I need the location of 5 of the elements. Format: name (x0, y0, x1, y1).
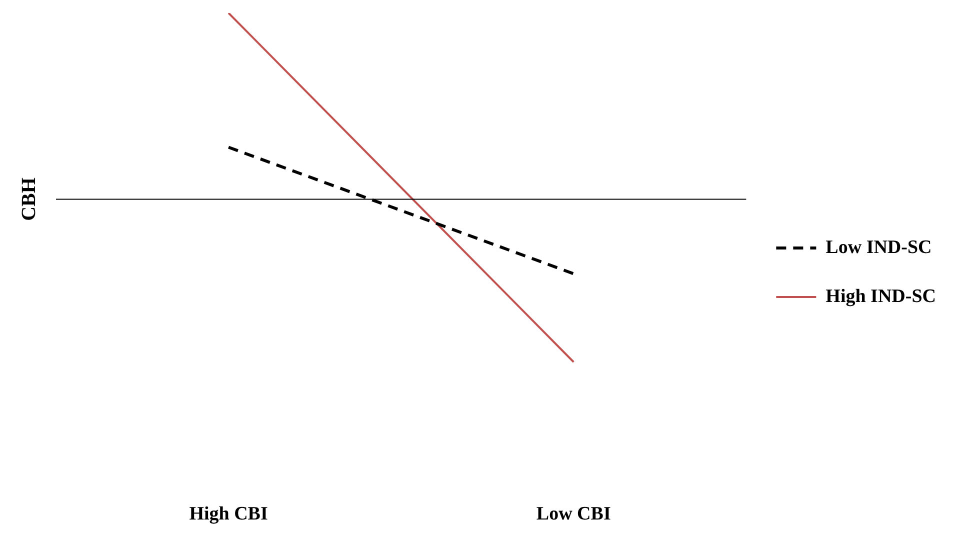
legend-label: High IND-SC (826, 286, 936, 307)
x-tick-label: High CBI (189, 504, 268, 525)
y-axis-title: CBH (18, 177, 40, 221)
x-tick-label: Low CBI (536, 504, 611, 525)
legend-label: Low IND-SC (826, 236, 932, 258)
